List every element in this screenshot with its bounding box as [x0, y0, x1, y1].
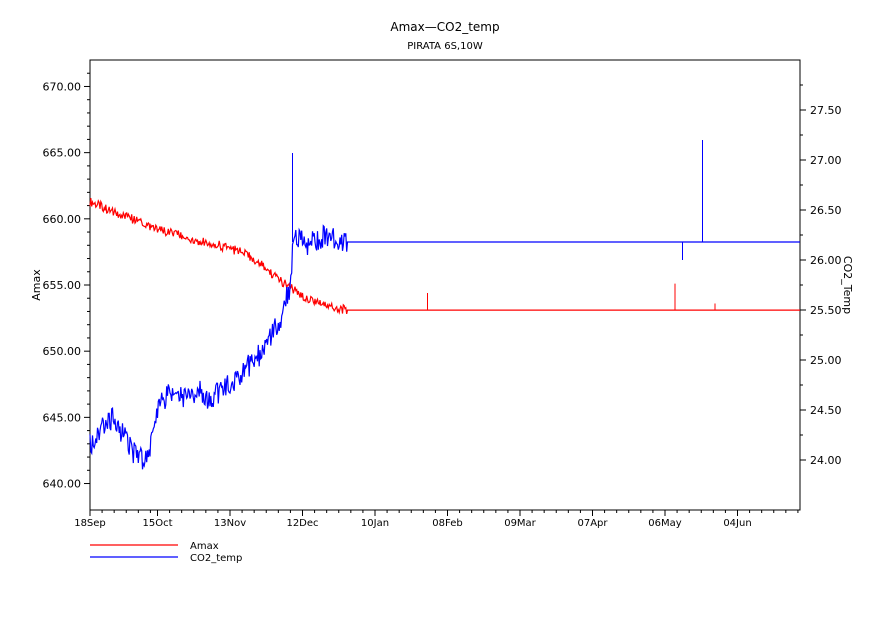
right-tick-label: 24.00	[810, 454, 842, 467]
right-tick-label: 27.50	[810, 104, 842, 117]
left-y-axis: 640.00 645.00 650.00 655.00 660.00 665.00 670.…	[43, 72, 90, 491]
series-line-co2-temp	[89, 224, 800, 470]
x-tick-label: 06May	[648, 518, 681, 529]
legend-label: CO2_temp	[190, 553, 242, 564]
left-tick-label: 640.00	[43, 478, 82, 491]
x-tick-label: 10Jan	[361, 518, 389, 529]
x-tick-label: 07Apr	[577, 518, 608, 529]
right-y-axis: 24.00 24.50 25.00 25.50 26.00 26.50 27.00 27.50	[800, 84, 842, 467]
x-tick-label: 12Dec	[286, 518, 318, 529]
x-tick-label: 09Mar	[504, 518, 536, 529]
left-tick-label: 665.00	[43, 147, 82, 160]
left-tick-label: 645.00	[43, 411, 82, 424]
legend-label: Amax	[190, 541, 219, 552]
x-tick-label: 04Jun	[723, 518, 751, 529]
x-tick-label: 18Sep	[74, 518, 106, 529]
left-tick-label: 650.00	[43, 345, 82, 358]
plot-frame	[89, 59, 801, 511]
series-layer	[89, 140, 800, 470]
right-axis-label: CO2_Temp	[841, 256, 854, 314]
left-tick-label: 660.00	[43, 213, 82, 226]
left-tick-label: 670.00	[43, 80, 82, 93]
right-tick-label: 27.00	[810, 154, 842, 167]
right-tick-label: 26.00	[810, 254, 842, 267]
x-tick-label: 15Oct	[142, 518, 172, 529]
left-axis-label: Amax	[30, 269, 43, 301]
right-tick-label: 25.50	[810, 304, 842, 317]
right-tick-label: 26.50	[810, 204, 842, 217]
x-tick-label: 13Nov	[214, 518, 246, 529]
right-tick-label: 25.00	[810, 354, 842, 367]
chart-subtitle: PIRATA 6S,10W	[407, 41, 483, 52]
right-tick-label: 24.50	[810, 404, 842, 417]
x-tick-label: 08Feb	[432, 518, 462, 529]
series-line-amax	[89, 198, 800, 315]
chart-title: Amax—CO2_temp	[390, 20, 499, 34]
x-axis: 18Sep 15Oct 13Nov 12Dec 10Jan 08Feb 09Mar 07Apr…	[74, 510, 799, 529]
left-tick-label: 655.00	[43, 279, 82, 292]
